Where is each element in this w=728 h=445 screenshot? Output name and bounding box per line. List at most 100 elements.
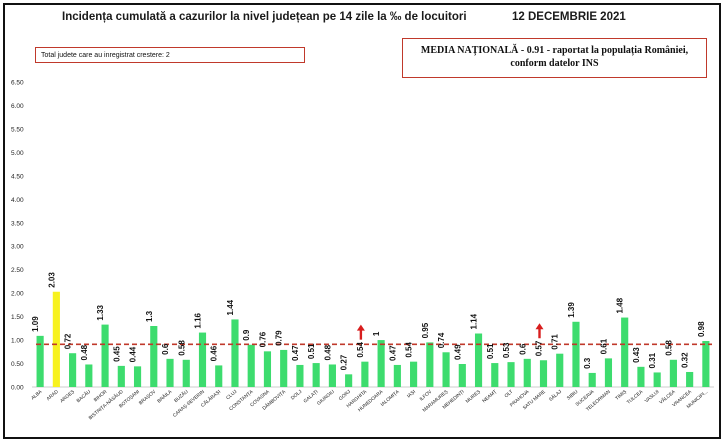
y-tick-label: 3.00 bbox=[11, 244, 24, 251]
bar-sibiu bbox=[572, 321, 580, 387]
bar-ilfov bbox=[426, 342, 434, 387]
counties-increase-text: Total judete care au inregistrat crester… bbox=[41, 52, 170, 59]
bar-boto-ani bbox=[133, 366, 142, 387]
value-label: 0.47 bbox=[388, 345, 397, 361]
value-label: 0.6 bbox=[161, 343, 170, 355]
bar-mure- bbox=[474, 333, 483, 387]
value-label: 0.54 bbox=[405, 342, 414, 358]
national-average-line2: conform datelor INS bbox=[510, 58, 599, 69]
category-label: DOLJ bbox=[290, 389, 304, 402]
y-tick-label: 2.00 bbox=[11, 291, 24, 298]
bar-tulcea bbox=[637, 366, 645, 387]
value-label: 0.95 bbox=[421, 322, 430, 338]
bar-vrancea bbox=[686, 371, 694, 387]
value-label: 1.09 bbox=[31, 316, 40, 332]
value-label: 0.27 bbox=[340, 354, 349, 370]
value-label: 0.45 bbox=[112, 346, 121, 362]
category-label: BRAȘOV bbox=[138, 388, 158, 406]
bar-bihor bbox=[101, 324, 109, 387]
chart-frame bbox=[3, 3, 721, 439]
value-label: 0.53 bbox=[502, 342, 511, 358]
value-label: 0.31 bbox=[648, 352, 657, 368]
bar-cluj bbox=[231, 319, 239, 387]
increase-arrow-icon bbox=[356, 324, 365, 331]
increase-arrows bbox=[356, 323, 544, 340]
bar-suceava bbox=[588, 372, 596, 387]
value-label: 0.46 bbox=[210, 345, 219, 361]
category-label: SĂLAJ bbox=[547, 388, 563, 403]
bar-harghita bbox=[361, 361, 369, 387]
increase-arrow-icon bbox=[535, 323, 544, 330]
category-label: CLUJ bbox=[225, 389, 239, 402]
bar-gala-i bbox=[312, 363, 320, 387]
y-axis: 0.00 0.50 1.00 1.50 2.00 2.50 3.00 3.50 4.00 4.50… bbox=[11, 80, 714, 392]
bar-timi- bbox=[621, 317, 629, 387]
value-label: 0.61 bbox=[599, 338, 608, 354]
y-tick-label: 6.50 bbox=[11, 80, 24, 87]
y-tick-label: 2.50 bbox=[11, 267, 24, 274]
bar-dolj bbox=[296, 364, 304, 387]
bar-olt bbox=[507, 362, 515, 387]
bar-hunedoara bbox=[377, 340, 385, 387]
bar-alba bbox=[36, 335, 44, 387]
bar-maramure- bbox=[442, 352, 450, 387]
y-tick-label: 5.50 bbox=[11, 126, 24, 133]
value-label: 2.03 bbox=[47, 272, 56, 288]
bar-s-laj bbox=[556, 353, 564, 387]
category-label: GORJ bbox=[338, 389, 353, 403]
bar-br-ila bbox=[166, 358, 174, 387]
bars bbox=[36, 291, 710, 387]
category-label: GIURGIU bbox=[316, 389, 336, 407]
bar-prahova bbox=[523, 358, 531, 387]
bar-cara-severin bbox=[198, 332, 207, 387]
y-tick-label: 3.50 bbox=[11, 220, 24, 227]
bar-c-l-ra-i bbox=[215, 365, 223, 387]
value-label: 1 bbox=[372, 331, 381, 336]
y-tick-label: 5.00 bbox=[11, 150, 24, 157]
bar-arge- bbox=[69, 353, 77, 387]
report-date: 12 DECEMBRIE 2021 bbox=[512, 11, 626, 23]
value-label: 0.79 bbox=[275, 330, 284, 346]
bar-bistri-a-n-s-ud bbox=[117, 365, 125, 387]
value-label: 1.44 bbox=[226, 299, 235, 315]
bar-constan-a bbox=[247, 344, 255, 387]
value-label: 0.74 bbox=[437, 332, 446, 348]
value-label: 0.58 bbox=[177, 340, 186, 356]
bar-gorj bbox=[345, 374, 353, 387]
value-label: 1.39 bbox=[567, 302, 576, 318]
value-label: 1.3 bbox=[145, 310, 154, 322]
y-tick-label: 6.00 bbox=[11, 103, 24, 110]
bar-neam- bbox=[491, 363, 499, 387]
y-tick-label: 1.00 bbox=[11, 338, 24, 345]
value-label: 0.44 bbox=[129, 346, 138, 362]
category-label: IAȘI bbox=[406, 389, 417, 399]
category-label: NEAMȚ bbox=[481, 389, 498, 404]
value-label: 0.58 bbox=[664, 340, 673, 356]
category-label: MUREȘ bbox=[465, 389, 482, 405]
bar-bra-ov bbox=[150, 326, 158, 387]
category-label: ARGEȘ bbox=[59, 389, 76, 404]
y-tick-label: 0.50 bbox=[11, 361, 24, 368]
page-title: Incidența cumulată a cazurilor la nivel … bbox=[62, 11, 467, 23]
bar-covasna bbox=[263, 351, 272, 387]
bar-ia-i bbox=[410, 361, 418, 387]
value-label: 0.54 bbox=[356, 342, 365, 358]
y-tick-label: 4.50 bbox=[11, 173, 24, 180]
bar-municipiul-bucure-ti bbox=[702, 341, 710, 387]
value-label: 0.76 bbox=[258, 331, 267, 347]
bar-buz-u bbox=[182, 359, 190, 387]
value-label: 0.47 bbox=[291, 345, 300, 361]
value-label: 0.57 bbox=[535, 340, 544, 356]
value-label: 0.48 bbox=[80, 344, 89, 360]
bar-bac-u bbox=[85, 364, 93, 387]
category-label: TULCEA bbox=[626, 388, 645, 405]
bar-satu-mare bbox=[539, 360, 548, 387]
category-label: OLT bbox=[504, 389, 515, 399]
bar-vaslui bbox=[653, 372, 661, 387]
counties-increase-box: Total judete care au inregistrat crester… bbox=[35, 47, 305, 63]
value-label: 0.51 bbox=[307, 343, 316, 359]
category-label: BACĂU bbox=[75, 388, 93, 404]
bar-teleorman bbox=[604, 358, 613, 387]
value-label: 0.72 bbox=[64, 333, 73, 349]
value-labels: 1.09 2.03 0.72 0.48 1.33 0.45 0.44 1.3 0.6 0.58 1.… bbox=[31, 272, 706, 371]
